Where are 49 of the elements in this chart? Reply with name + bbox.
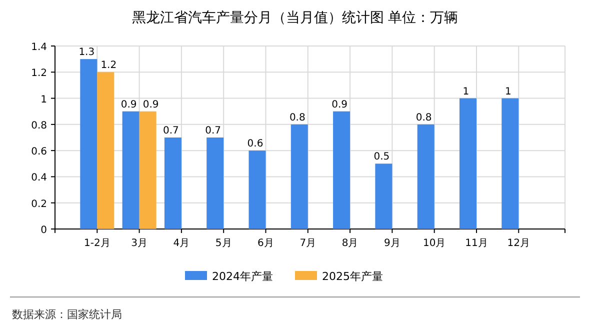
- bar: [80, 59, 98, 229]
- x-tick-label: 7月: [300, 238, 316, 249]
- y-tick-label: 0.8: [31, 120, 47, 132]
- data-label: 0.7: [162, 126, 179, 136]
- source-note: 数据来源：国家统计局: [12, 308, 122, 321]
- data-label: 0.6: [247, 138, 264, 150]
- y-tick-label: 0: [40, 225, 47, 236]
- chart-title: 黑龙江省汽车产量分月（当月值）统计图 单位：万辆: [132, 10, 458, 26]
- bar: [97, 72, 114, 229]
- legend-label: 2024年产量: [212, 270, 273, 283]
- x-tick-label: 11月: [465, 238, 488, 249]
- bar: [122, 111, 140, 229]
- x-tick-label: 1-2月: [84, 238, 110, 249]
- data-label: 1.2: [100, 60, 117, 72]
- bar: [139, 111, 156, 229]
- data-label: 0.8: [416, 112, 432, 124]
- data-label: 0.9: [120, 99, 137, 110]
- bar: [459, 98, 476, 229]
- data-label: 1.3: [78, 47, 95, 58]
- bar: [206, 138, 224, 229]
- data-label: 0.9: [332, 99, 348, 110]
- data-label: 1: [462, 86, 470, 98]
- x-tick-label: 4月: [173, 238, 190, 249]
- data-label: 0.7: [205, 126, 222, 136]
- x-tick-label: 10月: [422, 238, 446, 249]
- y-tick-label: 0.6: [31, 146, 47, 158]
- y-tick-label: 1.4: [31, 42, 47, 53]
- bar: [417, 124, 434, 229]
- x-tick-label: 9月: [384, 238, 400, 249]
- y-tick-label: 1: [40, 94, 47, 106]
- x-tick-label: 12月: [507, 238, 530, 249]
- bar: [248, 150, 266, 229]
- x-tick-label: 6月: [258, 238, 274, 249]
- y-tick-label: 0.2: [31, 198, 47, 210]
- x-tick-label: 8月: [342, 238, 358, 249]
- data-label: 0.5: [374, 152, 390, 163]
- data-label: 0.9: [142, 99, 159, 110]
- bar: [502, 98, 519, 229]
- bar: [290, 124, 308, 229]
- data-label: 1: [504, 86, 512, 98]
- y-tick-label: 0.4: [31, 172, 47, 184]
- y-tick-label: 1.2: [31, 68, 47, 80]
- bar: [375, 164, 392, 229]
- bar: [333, 111, 350, 229]
- bar: [164, 138, 182, 229]
- x-tick-label: 5月: [215, 238, 232, 249]
- x-tick-label: 3月: [131, 238, 148, 249]
- data-label: 0.8: [289, 112, 306, 124]
- legend-label: 2025年产量: [322, 270, 383, 283]
